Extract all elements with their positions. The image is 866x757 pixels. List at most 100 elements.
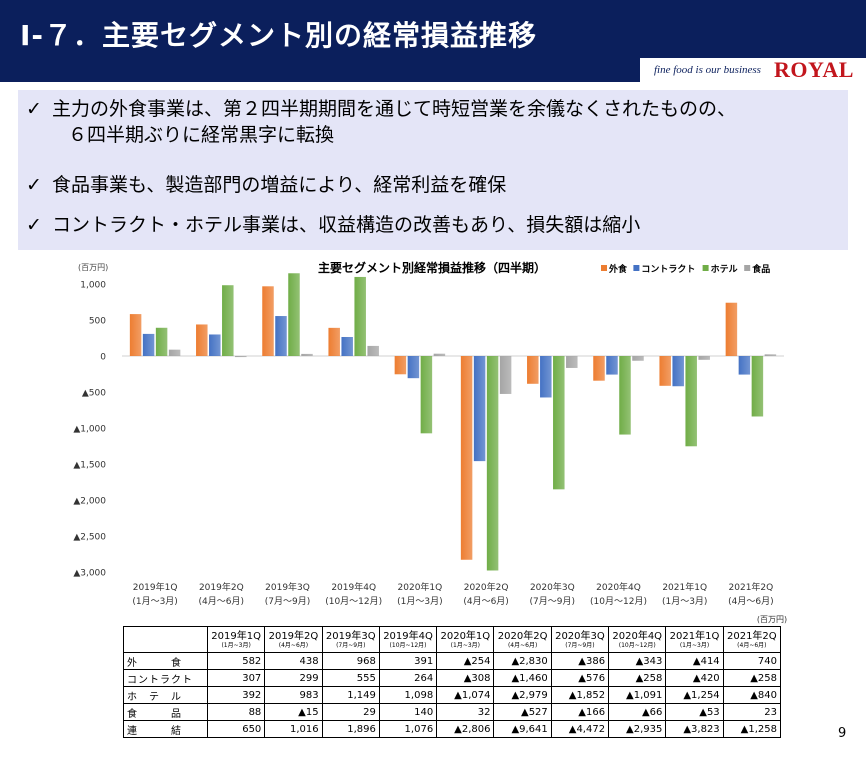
- table-header-cell: 2019年4Q (10月~12月): [378, 626, 438, 653]
- table-cell: ▲576: [550, 669, 610, 687]
- table-cell: ▲258: [722, 669, 782, 687]
- table-cell: 740: [722, 652, 782, 670]
- bullet-item: ✓ コントラクト・ホテル事業は、収益構造の改善もあり、損失額は縮小: [26, 212, 640, 238]
- check-icon: ✓: [26, 174, 42, 196]
- header-months: (10月~12月): [618, 641, 656, 649]
- legend-label: 外食: [608, 263, 628, 275]
- bar-外食: [659, 356, 671, 386]
- x-tick-sublabel: (4月～6月): [463, 596, 508, 607]
- row-label: 外 食: [123, 652, 208, 670]
- x-tick-label: 2020年3Q: [530, 581, 575, 593]
- header-quarter: 2019年2Q: [268, 630, 319, 642]
- bar-ホテル: [288, 273, 300, 356]
- bar-コントラクト: [672, 356, 684, 387]
- table-cell: ▲254: [436, 652, 495, 670]
- y-tick-label: ▲2,000: [73, 497, 106, 507]
- header-quarter: 2019年4Q: [383, 630, 433, 642]
- bar-食品: [764, 354, 777, 356]
- bar-外食: [527, 356, 539, 384]
- table-header-cell: 2021年1Q (1月~3月): [665, 626, 724, 653]
- bar-食品: [433, 353, 446, 356]
- row-label: ホ テ ル: [123, 686, 208, 704]
- bar-コントラクト: [738, 356, 751, 375]
- table-cell: 1,896: [321, 720, 380, 738]
- title-bar: Ⅰ-７．主要セグメント別の経常損益推移 fine food is our bus…: [0, 0, 866, 82]
- table-cell: 555: [321, 669, 380, 687]
- header-quarter: 2021年1Q: [669, 630, 720, 642]
- table-cell: ▲1,460: [493, 669, 552, 687]
- y-tick-label: 1,000: [80, 281, 106, 291]
- bar-コントラクト: [341, 336, 353, 356]
- logo-tagline: fine food is our business: [654, 64, 761, 76]
- table-cell: ▲3,823: [665, 720, 724, 738]
- table-row: 食 品 88 ▲15 29 140 32 ▲527 ▲166 ▲66 ▲53 23: [123, 703, 782, 721]
- summary-box: ✓ 主力の外食事業は、第２四半期期間を通じて時短営業を余儀なくされたものの、 ６四…: [18, 90, 848, 250]
- check-icon: ✓: [26, 98, 42, 120]
- header-quarter: 2019年3Q: [325, 630, 376, 642]
- bar-外食: [196, 324, 208, 356]
- bar-コントラクト: [473, 356, 486, 462]
- table-header-cell: 2020年4Q (10月~12月): [608, 626, 667, 653]
- table-header-cell: 2020年2Q (4月~6月): [493, 626, 552, 653]
- bar-外食: [593, 356, 605, 381]
- bar-ホテル: [222, 285, 234, 356]
- table-cell: 1,016: [264, 720, 323, 738]
- check-icon: ✓: [26, 214, 42, 236]
- header-quarter: 2020年4Q: [612, 630, 663, 642]
- row-label: 連 結: [123, 720, 208, 738]
- x-tick-sublabel: (10月～12月): [590, 596, 647, 607]
- legend-swatch: [601, 265, 607, 271]
- table-cell: ▲840: [722, 686, 782, 704]
- table-cell: 392: [206, 686, 266, 704]
- bar-食品: [499, 356, 512, 394]
- x-tick-sublabel: (1月～3月): [132, 596, 177, 607]
- table-row: コントラクト 307 299 555 264 ▲308 ▲1,460 ▲576 ▲258 ▲420…: [123, 669, 782, 687]
- table-header-cell: 2021年2Q (4月~6月): [722, 626, 782, 653]
- header-months: (1月~3月): [679, 641, 710, 649]
- bar-外食: [328, 327, 340, 356]
- y-tick-label: 0: [100, 353, 106, 363]
- bar-外食: [394, 356, 407, 375]
- table-cell: 29: [321, 703, 380, 721]
- bar-コントラクト: [142, 333, 155, 356]
- table-cell: 264: [378, 669, 438, 687]
- bar-コントラクト: [407, 356, 420, 379]
- table-row: ホ テ ル 392 983 1,149 1,098 ▲1,074 ▲2,979 ▲1,852 ▲…: [123, 686, 782, 704]
- x-tick-sublabel: (4月～6月): [199, 596, 244, 607]
- bar-ホテル: [553, 356, 565, 490]
- legend-label: コントラクト: [641, 264, 695, 275]
- bar-食品: [367, 345, 379, 356]
- table-cell: ▲308: [436, 669, 495, 687]
- table-header-cell: 2019年3Q (7月~9月): [321, 626, 380, 653]
- table-cell: 88: [206, 703, 266, 721]
- header-quarter: 2020年1Q: [440, 630, 491, 642]
- bar-コントラクト: [275, 316, 287, 356]
- table-cell: ▲2,806: [436, 720, 495, 738]
- table-cell: 582: [206, 652, 266, 670]
- header-quarter: 2021年2Q: [726, 630, 777, 642]
- table-cell: ▲258: [608, 669, 667, 687]
- table-cell: 307: [206, 669, 266, 687]
- bar-食品: [566, 356, 578, 368]
- bar-ホテル: [486, 356, 499, 571]
- y-unit-label: (百万円): [78, 263, 108, 272]
- page-number: 9: [838, 726, 847, 741]
- company-logo: fine food is our business ROYAL: [640, 57, 866, 82]
- x-tick-sublabel: (10月～12月): [325, 596, 382, 607]
- table-header-cell: 2020年1Q (1月~3月): [436, 626, 495, 653]
- bar-ホテル: [155, 327, 168, 356]
- table-cell: ▲2,979: [493, 686, 552, 704]
- bar-ホテル: [685, 356, 697, 447]
- table-cell: ▲1,258: [722, 720, 782, 738]
- table-cell: ▲166: [550, 703, 610, 721]
- table-cell: ▲66: [608, 703, 667, 721]
- legend-swatch: [744, 265, 751, 271]
- table-cell: ▲414: [665, 652, 724, 670]
- segment-profit-table: 2019年1Q (1月~3月) 2019年2Q (4月~6月) 2019年3Q (7月~9…: [123, 626, 782, 738]
- y-tick-label: ▲500: [82, 389, 106, 399]
- legend-swatch: [633, 265, 640, 271]
- x-tick-label: 2020年1Q: [398, 581, 443, 593]
- table-cell: ▲343: [608, 652, 667, 670]
- table-cell: ▲1,852: [550, 686, 610, 704]
- table-cell: 23: [722, 703, 782, 721]
